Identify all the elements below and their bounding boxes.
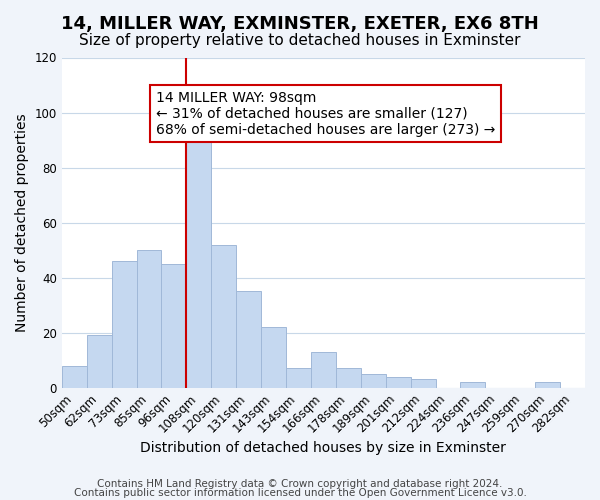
Text: Size of property relative to detached houses in Exminster: Size of property relative to detached ho… [79,32,521,48]
Bar [336,368,361,388]
Bar [62,366,87,388]
Bar [311,352,336,388]
X-axis label: Distribution of detached houses by size in Exminster: Distribution of detached houses by size … [140,441,506,455]
Bar [112,261,137,388]
Text: 14, MILLER WAY, EXMINSTER, EXETER, EX6 8TH: 14, MILLER WAY, EXMINSTER, EXETER, EX6 8… [61,15,539,33]
Bar [361,374,386,388]
Text: Contains public sector information licensed under the Open Government Licence v3: Contains public sector information licen… [74,488,526,498]
Y-axis label: Number of detached properties: Number of detached properties [15,114,29,332]
Bar [460,382,485,388]
Bar [535,382,560,388]
Bar [137,250,161,388]
Bar [286,368,311,388]
Text: Contains HM Land Registry data © Crown copyright and database right 2024.: Contains HM Land Registry data © Crown c… [97,479,503,489]
Bar [161,264,187,388]
Bar [87,336,112,388]
Bar [386,376,410,388]
Bar [187,140,211,388]
Bar [236,292,261,388]
Bar [410,380,436,388]
Bar [211,244,236,388]
Text: 14 MILLER WAY: 98sqm
← 31% of detached houses are smaller (127)
68% of semi-deta: 14 MILLER WAY: 98sqm ← 31% of detached h… [156,90,496,137]
Bar [261,327,286,388]
